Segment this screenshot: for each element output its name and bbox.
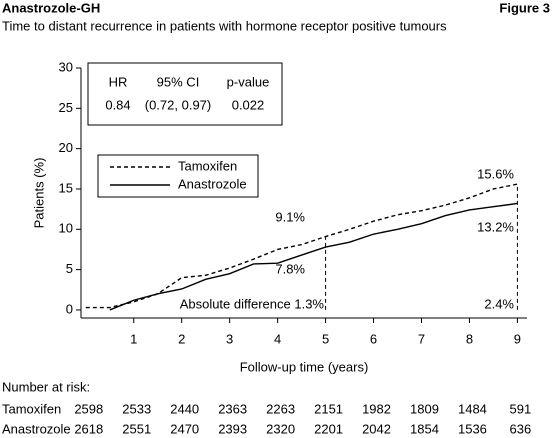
x-tick-label: 2: [178, 331, 185, 346]
risk-value: 636: [510, 421, 532, 436]
annotation: 13.2%: [477, 219, 514, 234]
y-tick-label: 10: [59, 221, 73, 236]
x-tick-label: 9: [514, 331, 521, 346]
x-tick-label: 3: [226, 331, 233, 346]
stats-value: (0.72, 0.97): [145, 97, 212, 112]
y-tick-label: 25: [59, 100, 73, 115]
x-axis-label: Follow-up time (years): [240, 359, 369, 374]
risk-value: 2263: [266, 401, 295, 416]
x-tick-label: 7: [418, 331, 425, 346]
legend-label: Tamoxifen: [178, 158, 237, 173]
figure-label: Figure 3: [499, 0, 550, 15]
y-tick-label: 0: [66, 301, 73, 316]
legend-box: [97, 154, 259, 198]
risk-value: 591: [510, 401, 532, 416]
series-line: [85, 183, 518, 309]
risk-value: 2551: [122, 421, 151, 436]
x-tick-label: 8: [466, 331, 473, 346]
page-title: Anastrozole-GH: [2, 0, 100, 15]
risk-value: 1536: [458, 421, 487, 436]
risk-value: 2598: [74, 401, 103, 416]
y-axis-label: Patients (%): [31, 158, 46, 229]
risk-value: 2320: [266, 421, 295, 436]
risk-value: 1484: [458, 401, 487, 416]
x-tick-label: 5: [322, 331, 329, 346]
legend-label: Anastrozole: [178, 176, 247, 191]
annotation: 7.8%: [275, 261, 305, 276]
x-tick-label: 1: [130, 331, 137, 346]
risk-value: 2042: [362, 421, 391, 436]
risk-title: Number at risk:: [2, 379, 90, 394]
annotation: Absolute difference 1.3%: [180, 296, 325, 311]
risk-value: 2440: [170, 401, 199, 416]
series-line: [109, 202, 518, 311]
annotation: 9.1%: [275, 209, 305, 224]
stats-value: 0.022: [232, 97, 265, 112]
y-tick-label: 5: [66, 261, 73, 276]
risk-value: 2470: [170, 421, 199, 436]
risk-value: 1809: [410, 401, 439, 416]
annotation: 15.6%: [477, 166, 514, 181]
risk-value: 2533: [122, 401, 151, 416]
risk-value: 2618: [74, 421, 103, 436]
chart-title: Time to distant recurrence in patients w…: [2, 18, 447, 33]
stats-header: HR: [109, 74, 128, 89]
stats-value: 0.84: [105, 97, 130, 112]
annotation: 2.4%: [484, 296, 514, 311]
risk-value: 2393: [218, 421, 247, 436]
x-tick-label: 4: [274, 331, 281, 346]
stats-header: p-value: [227, 74, 270, 89]
risk-row-name: Anastrozole: [2, 421, 71, 436]
risk-value: 2151: [314, 401, 343, 416]
risk-value: 2363: [218, 401, 247, 416]
y-tick-label: 20: [59, 140, 73, 155]
y-tick-label: 15: [59, 180, 73, 195]
stats-header: 95% CI: [157, 74, 200, 89]
stats-box: [87, 62, 283, 126]
risk-value: 1982: [362, 401, 391, 416]
risk-value: 2201: [314, 421, 343, 436]
x-tick-label: 6: [370, 331, 377, 346]
risk-value: 1854: [410, 421, 439, 436]
risk-row-name: Tamoxifen: [2, 401, 61, 416]
y-tick-label: 30: [59, 59, 73, 74]
